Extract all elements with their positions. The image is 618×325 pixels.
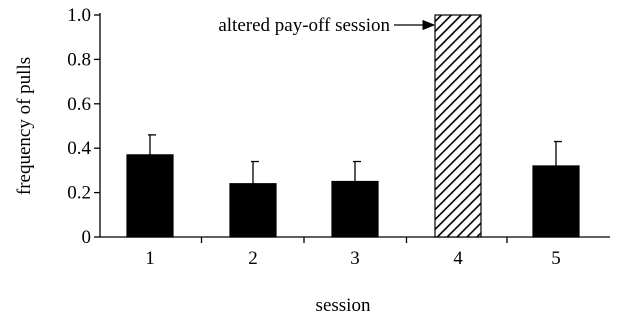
- y-tick-label: 0.4: [67, 138, 91, 159]
- y-axis-title: frequency of pulls: [14, 57, 35, 195]
- x-tick-label: 5: [551, 248, 561, 269]
- plot-area: 0 0.2 0.4 0.6 0.8 1.0 1 2 3 4 5 altered pay-off ses…: [67, 5, 610, 269]
- bar: [126, 154, 174, 238]
- x-tick-label: 2: [248, 248, 258, 269]
- y-tick-label: 0.2: [67, 183, 91, 204]
- x-tick-label: 3: [350, 248, 360, 269]
- y-tick-label: 0.6: [67, 94, 91, 115]
- y-tick-label: 1.0: [67, 5, 91, 26]
- bar: [331, 180, 379, 238]
- y-tick-label: 0.8: [67, 49, 91, 70]
- x-tick-label: 1: [145, 248, 155, 269]
- x-axis-title: session: [316, 295, 371, 316]
- x-tick-label: 4: [453, 248, 463, 269]
- bar-hatched: [434, 14, 482, 238]
- bar: [229, 183, 277, 238]
- y-tick-label: 0: [82, 227, 92, 248]
- annotation-label: altered pay-off session: [218, 15, 390, 36]
- bar: [532, 165, 580, 238]
